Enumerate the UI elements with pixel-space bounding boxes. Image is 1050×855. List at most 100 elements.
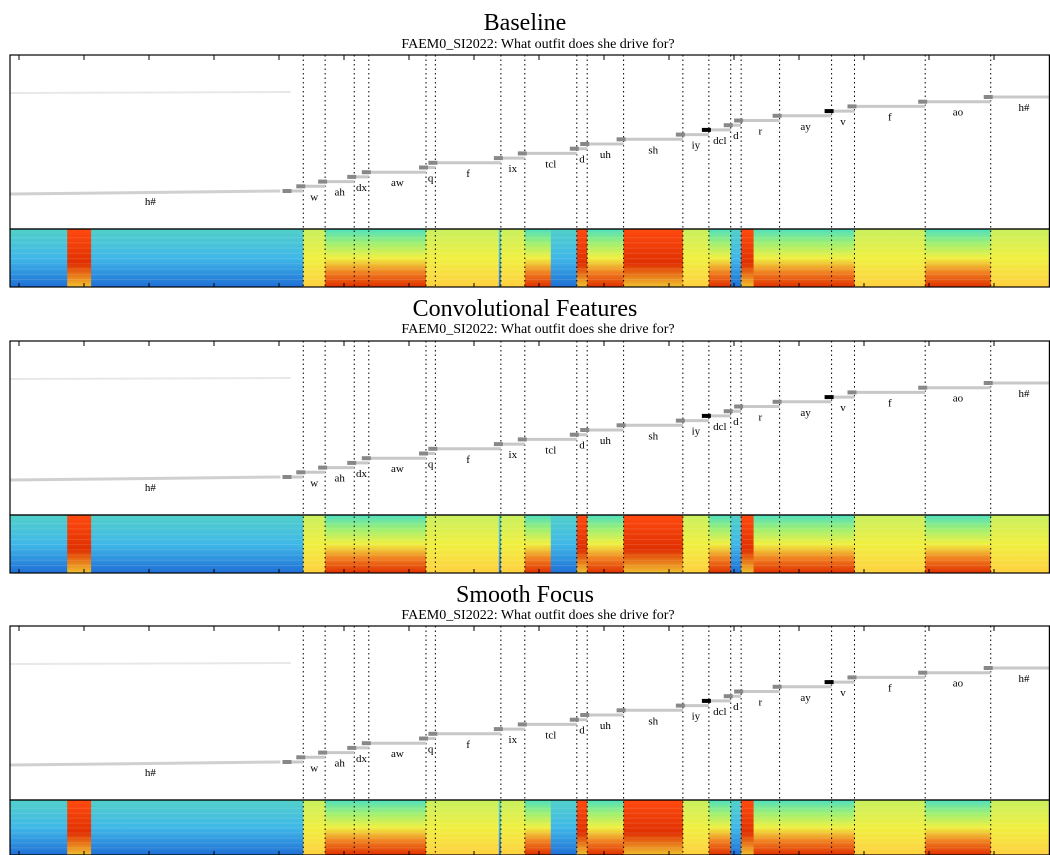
alignment-peak bbox=[723, 694, 733, 699]
alignment-peak bbox=[734, 689, 744, 694]
spectrogram-segment bbox=[854, 229, 926, 287]
alignment-path: h# w ah dx aw q f ix tcl d uh sh iy dcl d r ay v f ao h# bbox=[9, 662, 1049, 779]
phone-label: dcl bbox=[713, 706, 726, 718]
phone-label: ix bbox=[509, 163, 518, 175]
spectrogram-frame bbox=[9, 228, 1050, 288]
phone-label: iy bbox=[692, 711, 701, 723]
alignment-peak bbox=[824, 395, 834, 400]
spectrogram-segment bbox=[500, 515, 526, 573]
alignment-trail bbox=[9, 189, 281, 196]
phone-label: sh bbox=[648, 715, 658, 727]
phone-label: w bbox=[310, 477, 318, 489]
alignment-trail bbox=[9, 475, 281, 482]
spectrogram-segment bbox=[682, 800, 710, 855]
spectrogram-segment bbox=[854, 800, 926, 855]
panel-title: Smooth Focus bbox=[456, 582, 594, 608]
spectrogram-segment bbox=[576, 229, 588, 287]
phone-label: h# bbox=[145, 767, 157, 779]
spectrogram-segment bbox=[779, 515, 855, 573]
spectrogram-segment bbox=[730, 515, 742, 573]
phone-label: uh bbox=[600, 720, 612, 732]
phone-label: f bbox=[466, 454, 470, 466]
panel-title: Convolutional Features bbox=[413, 296, 638, 322]
alignment-peak bbox=[428, 731, 438, 736]
alignment-peak bbox=[847, 390, 857, 395]
spectrogram-segment bbox=[325, 515, 370, 573]
spectrogram-segment bbox=[426, 800, 443, 855]
spectrogram-segment bbox=[708, 229, 732, 287]
alignment-peak bbox=[282, 475, 292, 479]
alignment-peak bbox=[347, 745, 357, 750]
spectrogram-segment bbox=[441, 229, 500, 287]
spectrogram-segment bbox=[990, 800, 1050, 855]
phone-label: d bbox=[733, 130, 739, 142]
alignment-trail bbox=[9, 377, 291, 380]
alignment-peak bbox=[824, 109, 834, 114]
spectrogram-segment bbox=[303, 800, 326, 855]
phone-label: h# bbox=[145, 482, 157, 494]
phone-label: q bbox=[428, 744, 434, 756]
spectrogram-segment bbox=[500, 800, 526, 855]
alignment-trail bbox=[9, 662, 291, 665]
panel-subtitle: FAEM0_SI2022: What outfit does she drive… bbox=[401, 37, 674, 52]
spectrogram-segment bbox=[498, 515, 502, 573]
spectrogram-segment bbox=[753, 229, 781, 287]
spectrogram-segment bbox=[708, 800, 732, 855]
spectrogram-segment bbox=[550, 515, 578, 573]
alignment-peak bbox=[580, 713, 590, 717]
spectrogram-segment bbox=[426, 229, 443, 287]
phone-label: v bbox=[840, 402, 846, 414]
alignment-peak bbox=[918, 385, 928, 390]
alignment-peak bbox=[318, 465, 328, 470]
phone-label: sh bbox=[648, 430, 658, 442]
alignment-peak bbox=[734, 118, 744, 123]
spectrogram-segment bbox=[498, 229, 502, 287]
alignment-peak bbox=[296, 755, 306, 760]
spectrogram-segment bbox=[325, 800, 370, 855]
spectrogram-segment bbox=[498, 800, 502, 855]
spectrogram-segment bbox=[587, 515, 625, 573]
alignment-peak bbox=[517, 437, 527, 442]
phone-label: d bbox=[579, 154, 585, 166]
phone-label: uh bbox=[600, 149, 612, 161]
alignment-path: h# w ah dx aw q f ix tcl d uh sh iy dcl d r ay v f ao h# bbox=[9, 91, 1049, 208]
phone-label: dcl bbox=[713, 135, 726, 147]
panel-subtitle: FAEM0_SI2022: What outfit does she drive… bbox=[401, 608, 674, 623]
panel-title: Baseline bbox=[484, 10, 567, 36]
alignment-peak bbox=[701, 698, 711, 703]
phone-label: ah bbox=[334, 758, 345, 770]
alignment-peak bbox=[517, 151, 527, 156]
phone-label: ix bbox=[509, 734, 518, 746]
spectrogram-segment bbox=[587, 229, 625, 287]
phone-label: ao bbox=[953, 678, 964, 690]
phone-label: v bbox=[840, 687, 846, 699]
alignment-peak bbox=[723, 123, 733, 128]
alignment-peak bbox=[847, 104, 857, 109]
spectrogram-segment bbox=[779, 800, 855, 855]
alignment-peak bbox=[419, 165, 428, 170]
alignment-peak bbox=[296, 470, 306, 475]
spectrogram-segment bbox=[741, 229, 755, 287]
phone-label: dx bbox=[356, 468, 368, 480]
alignment-peak bbox=[983, 381, 993, 385]
phone-label: uh bbox=[600, 435, 612, 447]
alignment-peak bbox=[318, 179, 328, 184]
alignment-peak bbox=[493, 442, 503, 447]
phone-label: tcl bbox=[545, 444, 556, 456]
spectrogram-segment bbox=[730, 229, 742, 287]
phone-label: d bbox=[579, 440, 585, 452]
alignment-peak bbox=[347, 174, 357, 179]
alignment-peak bbox=[569, 146, 579, 151]
phone-label: ay bbox=[800, 121, 811, 133]
spectrogram-segment bbox=[741, 515, 755, 573]
phone-label: w bbox=[310, 191, 318, 203]
alignment-trail bbox=[9, 760, 281, 767]
spectrogram-segment bbox=[925, 515, 992, 573]
alignment-peak bbox=[701, 413, 711, 418]
alignment-peak bbox=[580, 428, 590, 432]
phone-label: w bbox=[310, 762, 318, 774]
panel-subtitle: FAEM0_SI2022: What outfit does she drive… bbox=[401, 322, 674, 337]
alignment-peak bbox=[419, 451, 428, 456]
phone-label: aw bbox=[391, 463, 404, 475]
